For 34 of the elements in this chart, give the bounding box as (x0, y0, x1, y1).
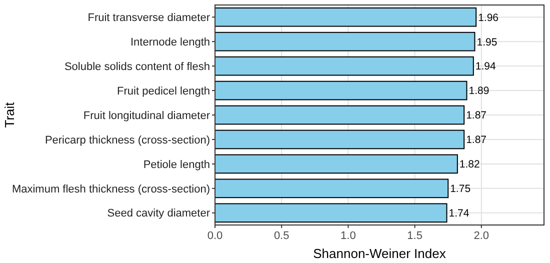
bar (214, 7, 477, 27)
y-tick-label: Seed cavity diameter (107, 208, 210, 220)
y-tick-label: Maximum flesh thickness (cross-section) (12, 183, 210, 196)
data-label: 1.96 (478, 12, 499, 24)
data-label: 1.74 (448, 208, 470, 220)
x-tick-label: 0.5 (274, 230, 290, 242)
y-tick-label: Fruit transverse diameter (88, 12, 210, 24)
x-tick-label: 0.0 (207, 230, 223, 242)
y-tick-label: Pericarp thickness (cross-section) (44, 134, 210, 146)
y-tick-label: Soluble solids content of flesh (64, 60, 210, 73)
bar (214, 178, 449, 198)
y-tick-label: Fruit longitudinal diameter (83, 110, 210, 122)
x-tick-label: 1.0 (340, 230, 356, 242)
bar (214, 203, 448, 223)
data-label: 1.94 (475, 60, 496, 73)
data-label: 1.95 (476, 36, 498, 48)
bar (214, 56, 474, 76)
bar (214, 32, 476, 52)
x-tick-label: 1.5 (407, 230, 422, 242)
y-axis-title: Trait (2, 102, 17, 128)
x-tick-label: 2.0 (474, 230, 490, 242)
y-tick-label: Internode length (130, 36, 210, 48)
data-label: 1.82 (459, 158, 480, 171)
data-label: 1.75 (450, 183, 471, 196)
bar (214, 80, 468, 100)
y-tick-label: Petiole length (143, 158, 210, 171)
bar (214, 105, 465, 125)
bar (214, 130, 465, 150)
data-label: 1.87 (466, 134, 487, 146)
x-axis-title: Shannon-Weiner Index (313, 246, 446, 261)
bar (214, 154, 458, 174)
data-label: 1.87 (466, 110, 487, 122)
y-tick-label: Fruit pedicel length (117, 85, 210, 98)
data-label: 1.89 (468, 85, 490, 98)
